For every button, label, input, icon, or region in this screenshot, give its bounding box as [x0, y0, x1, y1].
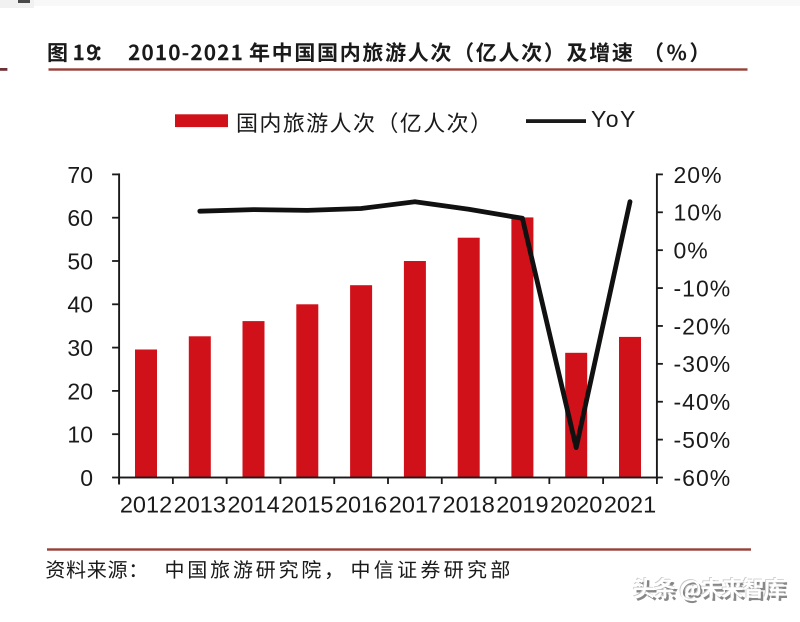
svg-text:-10%: -10%: [674, 276, 732, 302]
svg-text:-60%: -60%: [674, 465, 732, 491]
svg-text:2017: 2017: [389, 492, 441, 518]
svg-text:-20%: -20%: [674, 313, 732, 339]
svg-text:-50%: -50%: [674, 427, 732, 453]
svg-text:2013: 2013: [174, 492, 226, 518]
svg-text:20: 20: [67, 378, 93, 404]
svg-text:2016: 2016: [335, 492, 387, 518]
svg-text:2019: 2019: [496, 492, 548, 518]
svg-text:2020: 2020: [550, 492, 602, 518]
svg-text:20%: 20%: [674, 162, 723, 188]
svg-text:-40%: -40%: [674, 389, 732, 415]
svg-text:30: 30: [67, 335, 93, 361]
svg-text:0: 0: [80, 465, 93, 491]
svg-text:2012: 2012: [120, 492, 172, 518]
svg-text:YoY: YoY: [591, 106, 637, 132]
svg-text:0%: 0%: [674, 238, 709, 264]
svg-text:2014: 2014: [227, 492, 279, 518]
svg-text:40: 40: [67, 292, 93, 318]
svg-text:50: 50: [67, 248, 93, 274]
svg-text:60: 60: [67, 205, 93, 231]
svg-text:2018: 2018: [443, 492, 495, 518]
svg-text:2021: 2021: [604, 492, 656, 518]
svg-text:2015: 2015: [281, 492, 333, 518]
svg-text:10: 10: [67, 422, 93, 448]
svg-text:-30%: -30%: [674, 351, 732, 377]
svg-text:70: 70: [67, 162, 93, 188]
svg-text:10%: 10%: [674, 200, 723, 226]
